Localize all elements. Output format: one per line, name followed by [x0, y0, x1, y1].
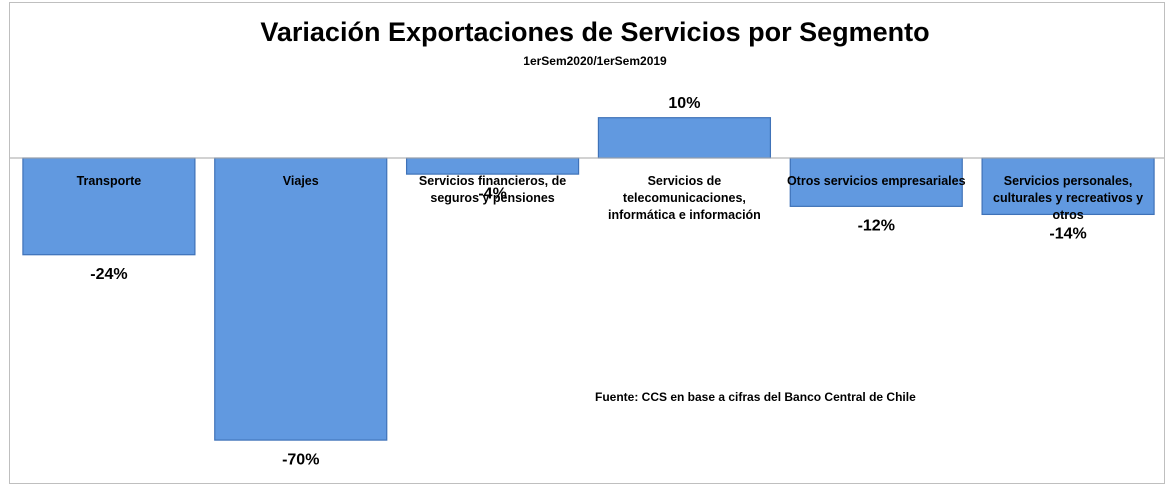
category-label: Otros servicios empresariales	[786, 174, 966, 188]
category-label-box: Viajes	[282, 174, 319, 188]
chart-subtitle: 1erSem2020/1erSem2019	[523, 54, 667, 68]
data-label: -12%	[858, 218, 895, 235]
category-label-box: Servicios personales, culturales y recre…	[993, 174, 1144, 222]
category-label: Servicios de telecomunicaciones, informá…	[608, 174, 761, 222]
data-label: -24%	[90, 266, 127, 283]
data-label: -14%	[1049, 226, 1086, 243]
category-label-box: Servicios de telecomunicaciones, informá…	[608, 174, 761, 222]
category-label-box: Transporte	[76, 174, 142, 188]
category-label: Transporte	[76, 174, 142, 188]
bar	[597, 117, 772, 159]
chart-title: Variación Exportaciones de Servicios por…	[260, 17, 929, 47]
category-label-box: Otros servicios empresariales	[786, 174, 966, 188]
bar	[789, 157, 963, 207]
data-label: 10%	[668, 95, 700, 112]
category-label: Servicios personales, culturales y recre…	[993, 174, 1144, 222]
category-label: Servicios financieros, de seguros y pens…	[418, 174, 567, 205]
bar	[22, 157, 196, 256]
bar	[405, 157, 580, 175]
data-label: -70%	[282, 451, 319, 468]
source-note: Fuente: CCS en base a cifras del Banco C…	[595, 390, 916, 404]
chart-border	[9, 2, 1165, 484]
category-label: Viajes	[282, 174, 319, 188]
category-label-box: Servicios financieros, de seguros y pens…	[418, 174, 567, 205]
data-label: -4%	[478, 185, 506, 202]
